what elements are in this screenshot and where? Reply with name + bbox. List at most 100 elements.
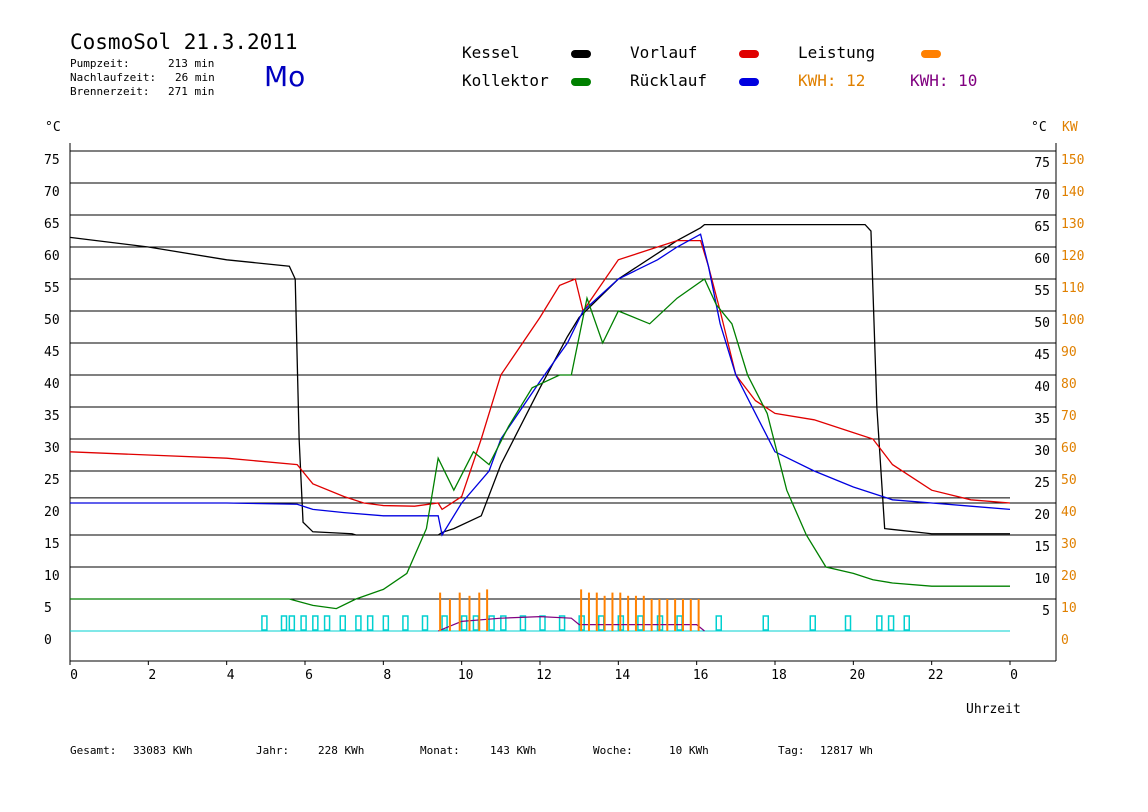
legend-vorlauf-swatch xyxy=(739,50,759,58)
pumpzeit-label: Pumpzeit: xyxy=(70,57,130,70)
y-tick-label: 30 xyxy=(44,441,60,456)
y-right-tick-label: 40 xyxy=(1034,380,1050,395)
y-right-tick-label: 5 xyxy=(1042,604,1050,619)
pump-mark xyxy=(288,615,296,631)
y2-tick-label: 30 xyxy=(1061,537,1077,552)
pumpzeit-value: 213 min xyxy=(168,57,215,70)
footer-tag-label: Tag: xyxy=(778,744,805,757)
pump-mark xyxy=(844,615,852,631)
y2-tick-label: 130 xyxy=(1061,217,1084,232)
y2-tick-label: 70 xyxy=(1061,409,1077,424)
y-right-tick-label: 60 xyxy=(1034,252,1050,267)
x-tick-label: 20 xyxy=(850,668,866,683)
y-tick-label: 25 xyxy=(44,473,60,488)
footer-tag-value: 12817 Wh xyxy=(820,744,873,757)
y-right-tick-label: 25 xyxy=(1034,476,1050,491)
y-tick-label: 35 xyxy=(44,409,60,424)
y2-tick-label: 90 xyxy=(1061,345,1077,360)
footer-gesamt-value: 33083 KWh xyxy=(133,744,193,757)
y-tick-label: 0 xyxy=(44,633,52,648)
x-tick-label: 18 xyxy=(771,668,787,683)
legend-leistung-label: Leistung xyxy=(798,43,876,62)
nachlaufzeit-value: 26 min xyxy=(175,71,215,84)
right-axis-unit-c: °C xyxy=(1031,120,1047,135)
pump-mark xyxy=(300,615,307,631)
kwh-purple-label: KWH: xyxy=(910,71,949,90)
nachlaufzeit-label: Nachlaufzeit: xyxy=(70,71,157,84)
kwh-orange: KWH: 12 xyxy=(798,71,865,90)
pump-mark xyxy=(558,615,566,631)
y2-tick-label: 110 xyxy=(1061,281,1084,296)
y2-tick-label: 0 xyxy=(1061,633,1069,648)
chart-title: CosmoSol 21.3.2011 xyxy=(70,30,298,54)
y-tick-label: 45 xyxy=(44,345,60,360)
x-tick-label: 22 xyxy=(928,668,944,683)
pump-mark xyxy=(809,615,816,631)
legend-leistung-swatch xyxy=(921,50,941,58)
y2-tick-label: 100 xyxy=(1061,313,1084,328)
footer-gesamt-label: Gesamt: xyxy=(70,744,117,757)
y2-tick-label: 10 xyxy=(1061,601,1077,616)
y-right-tick-label: 20 xyxy=(1034,508,1050,523)
pump-mark xyxy=(762,615,769,631)
pump-mark xyxy=(421,615,429,631)
y2-tick-label: 120 xyxy=(1061,249,1084,264)
y2-tick-label: 40 xyxy=(1061,505,1077,520)
y-right-tick-label: 10 xyxy=(1034,572,1050,587)
series-line-rcklauf xyxy=(70,233,1011,537)
y-right-tick-label: 30 xyxy=(1034,444,1050,459)
y-right-tick-label: 35 xyxy=(1034,412,1050,427)
y-tick-label: 60 xyxy=(44,249,60,264)
x-tick-label: 0 xyxy=(70,668,78,683)
x-tick-label: 4 xyxy=(227,668,235,683)
pump-mark xyxy=(323,615,331,631)
x-tick-label: 12 xyxy=(536,668,552,683)
footer-woche-label: Woche: xyxy=(593,744,633,757)
y2-tick-label: 140 xyxy=(1061,185,1084,200)
x-tick-label: 0 xyxy=(1010,668,1018,683)
weekday-label: Mo xyxy=(264,60,306,93)
x-tick-label: 16 xyxy=(693,668,709,683)
brennerzeit-label: Brennerzeit: xyxy=(70,85,150,98)
pump-mark xyxy=(539,615,546,631)
y-tick-label: 50 xyxy=(44,313,60,328)
pump-mark xyxy=(519,615,527,631)
legend-kessel-swatch xyxy=(571,50,591,58)
y-tick-label: 40 xyxy=(44,377,60,392)
kwh-purple-value: 10 xyxy=(958,71,978,90)
pump-mark xyxy=(715,615,722,631)
pump-mark xyxy=(441,615,448,631)
pump-mark xyxy=(500,615,507,631)
legend-kollektor-label: Kollektor xyxy=(462,71,549,90)
y-tick-label: 70 xyxy=(44,185,60,200)
pump-mark xyxy=(488,615,495,631)
pump-mark xyxy=(312,615,319,631)
footer-woche-value: 10 KWh xyxy=(669,744,709,757)
footer-jahr-label: Jahr: xyxy=(256,744,290,757)
pump-mark xyxy=(366,615,374,631)
x-tick-label: 8 xyxy=(383,668,391,683)
y2-tick-label: 50 xyxy=(1061,473,1077,488)
y2-tick-label: 80 xyxy=(1061,377,1077,392)
legend-kessel-label: Kessel xyxy=(462,43,520,62)
x-tick-label: 14 xyxy=(615,668,631,683)
series-line-vorlauf xyxy=(69,239,1011,511)
right-axis-unit-kw: KW xyxy=(1062,120,1078,135)
y-tick-label: 20 xyxy=(44,505,60,520)
pump-mark xyxy=(887,615,895,631)
y-right-tick-label: 65 xyxy=(1034,220,1050,235)
pump-mark xyxy=(402,615,409,631)
left-axis-unit: °C xyxy=(45,120,61,135)
kwh-purple: KWH: 10 xyxy=(910,71,977,90)
pump-mark xyxy=(355,615,362,631)
pump-mark xyxy=(382,615,390,631)
kwh-orange-value: 12 xyxy=(846,71,866,90)
x-tick-label: 6 xyxy=(305,668,313,683)
y-tick-label: 10 xyxy=(44,569,60,584)
y-right-tick-label: 70 xyxy=(1034,188,1050,203)
pump-mark xyxy=(598,615,605,631)
brennerzeit-value: 271 min xyxy=(168,85,215,98)
legend-ruecklauf-label: Rücklauf xyxy=(630,71,708,90)
pump-mark xyxy=(637,615,644,631)
